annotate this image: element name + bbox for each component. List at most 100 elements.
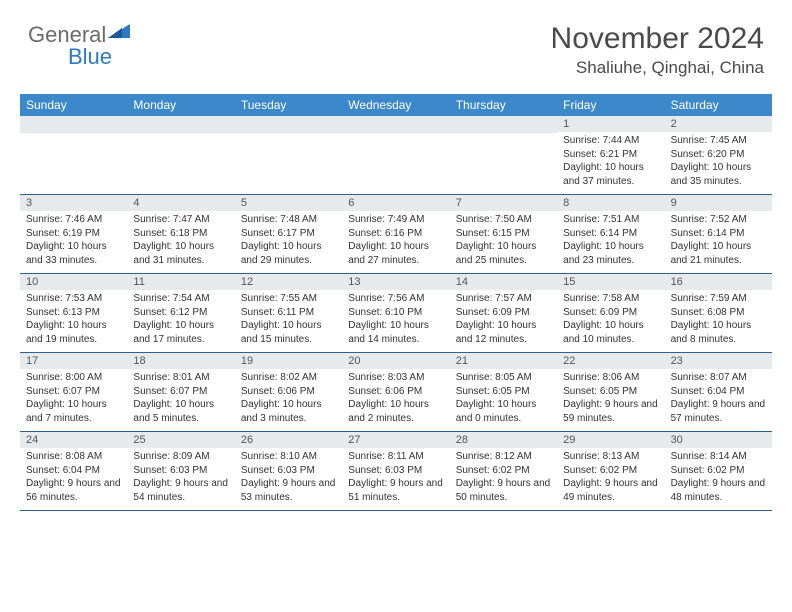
day-content-line: Daylight: 9 hours and 54 minutes.	[133, 477, 228, 504]
day-number: 4	[127, 195, 234, 211]
day-content-line: Sunset: 6:02 PM	[671, 464, 766, 478]
day-content-line: Sunrise: 8:10 AM	[241, 450, 336, 464]
day-content-line: Sunset: 6:09 PM	[456, 306, 551, 320]
day-content-line: Sunset: 6:21 PM	[563, 148, 658, 162]
day-content-line: Sunset: 6:14 PM	[563, 227, 658, 241]
day-number: 19	[235, 353, 342, 369]
day-content-line: Sunrise: 8:03 AM	[348, 371, 443, 385]
day-content-line: Sunset: 6:15 PM	[456, 227, 551, 241]
day-content: Sunrise: 7:47 AMSunset: 6:18 PMDaylight:…	[127, 211, 234, 271]
day-content-line: Sunset: 6:12 PM	[133, 306, 228, 320]
title-block: November 2024 Shaliuhe, Qinghai, China	[551, 22, 764, 78]
day-content-line: Daylight: 10 hours and 5 minutes.	[133, 398, 228, 425]
day-content-line: Sunrise: 8:12 AM	[456, 450, 551, 464]
day-content-line: Sunset: 6:04 PM	[26, 464, 121, 478]
day-content: Sunrise: 8:10 AMSunset: 6:03 PMDaylight:…	[235, 448, 342, 508]
day-number: 15	[557, 274, 664, 290]
day-content-line: Sunrise: 8:09 AM	[133, 450, 228, 464]
day-content-line: Sunset: 6:02 PM	[563, 464, 658, 478]
day-header: Friday	[557, 94, 664, 116]
day-cell: 15Sunrise: 7:58 AMSunset: 6:09 PMDayligh…	[557, 274, 664, 352]
week-row: 3Sunrise: 7:46 AMSunset: 6:19 PMDaylight…	[20, 195, 772, 274]
day-number: 26	[235, 432, 342, 448]
day-content: Sunrise: 8:01 AMSunset: 6:07 PMDaylight:…	[127, 369, 234, 429]
week-row: 24Sunrise: 8:08 AMSunset: 6:04 PMDayligh…	[20, 432, 772, 511]
day-number: 17	[20, 353, 127, 369]
day-content-line: Sunrise: 7:57 AM	[456, 292, 551, 306]
day-content: Sunrise: 8:09 AMSunset: 6:03 PMDaylight:…	[127, 448, 234, 508]
day-content-line: Sunset: 6:20 PM	[671, 148, 766, 162]
day-content-line: Sunset: 6:06 PM	[348, 385, 443, 399]
day-number-blank	[20, 116, 127, 133]
day-number: 18	[127, 353, 234, 369]
day-content-line: Daylight: 9 hours and 56 minutes.	[26, 477, 121, 504]
day-content: Sunrise: 7:50 AMSunset: 6:15 PMDaylight:…	[450, 211, 557, 271]
day-content-line: Sunset: 6:08 PM	[671, 306, 766, 320]
day-header-row: SundayMondayTuesdayWednesdayThursdayFrid…	[20, 94, 772, 116]
day-cell: 14Sunrise: 7:57 AMSunset: 6:09 PMDayligh…	[450, 274, 557, 352]
day-cell	[342, 116, 449, 194]
day-content: Sunrise: 8:03 AMSunset: 6:06 PMDaylight:…	[342, 369, 449, 429]
day-content: Sunrise: 7:51 AMSunset: 6:14 PMDaylight:…	[557, 211, 664, 271]
day-content: Sunrise: 7:56 AMSunset: 6:10 PMDaylight:…	[342, 290, 449, 350]
day-header: Sunday	[20, 94, 127, 116]
day-content-line: Daylight: 10 hours and 29 minutes.	[241, 240, 336, 267]
day-cell: 20Sunrise: 8:03 AMSunset: 6:06 PMDayligh…	[342, 353, 449, 431]
day-number: 23	[665, 353, 772, 369]
day-content-line: Daylight: 10 hours and 31 minutes.	[133, 240, 228, 267]
day-content-line: Daylight: 10 hours and 8 minutes.	[671, 319, 766, 346]
day-content-line: Sunset: 6:03 PM	[241, 464, 336, 478]
day-header: Thursday	[450, 94, 557, 116]
day-cell: 26Sunrise: 8:10 AMSunset: 6:03 PMDayligh…	[235, 432, 342, 510]
day-number-blank	[127, 116, 234, 133]
day-content: Sunrise: 7:53 AMSunset: 6:13 PMDaylight:…	[20, 290, 127, 350]
day-content-line: Sunset: 6:10 PM	[348, 306, 443, 320]
day-content-line: Sunrise: 8:05 AM	[456, 371, 551, 385]
day-content-line: Daylight: 10 hours and 0 minutes.	[456, 398, 551, 425]
day-content-line: Daylight: 10 hours and 15 minutes.	[241, 319, 336, 346]
day-cell	[20, 116, 127, 194]
day-content: Sunrise: 7:46 AMSunset: 6:19 PMDaylight:…	[20, 211, 127, 271]
day-cell: 23Sunrise: 8:07 AMSunset: 6:04 PMDayligh…	[665, 353, 772, 431]
day-content-line: Sunrise: 7:47 AM	[133, 213, 228, 227]
day-content: Sunrise: 8:07 AMSunset: 6:04 PMDaylight:…	[665, 369, 772, 429]
day-cell: 6Sunrise: 7:49 AMSunset: 6:16 PMDaylight…	[342, 195, 449, 273]
day-content-line: Sunset: 6:05 PM	[563, 385, 658, 399]
day-content: Sunrise: 7:57 AMSunset: 6:09 PMDaylight:…	[450, 290, 557, 350]
day-content-line: Sunset: 6:13 PM	[26, 306, 121, 320]
day-cell: 10Sunrise: 7:53 AMSunset: 6:13 PMDayligh…	[20, 274, 127, 352]
logo-triangle-icon	[108, 22, 130, 43]
day-number: 16	[665, 274, 772, 290]
day-number: 6	[342, 195, 449, 211]
week-row: 17Sunrise: 8:00 AMSunset: 6:07 PMDayligh…	[20, 353, 772, 432]
day-content-line: Sunset: 6:07 PM	[26, 385, 121, 399]
day-cell: 22Sunrise: 8:06 AMSunset: 6:05 PMDayligh…	[557, 353, 664, 431]
day-content: Sunrise: 7:59 AMSunset: 6:08 PMDaylight:…	[665, 290, 772, 350]
day-content-line: Daylight: 10 hours and 12 minutes.	[456, 319, 551, 346]
day-content-line: Daylight: 9 hours and 48 minutes.	[671, 477, 766, 504]
location: Shaliuhe, Qinghai, China	[551, 58, 764, 78]
day-cell: 5Sunrise: 7:48 AMSunset: 6:17 PMDaylight…	[235, 195, 342, 273]
day-cell: 13Sunrise: 7:56 AMSunset: 6:10 PMDayligh…	[342, 274, 449, 352]
day-content-line: Sunset: 6:14 PM	[671, 227, 766, 241]
day-content: Sunrise: 7:54 AMSunset: 6:12 PMDaylight:…	[127, 290, 234, 350]
day-number: 25	[127, 432, 234, 448]
day-content-line: Sunrise: 7:54 AM	[133, 292, 228, 306]
day-content: Sunrise: 8:00 AMSunset: 6:07 PMDaylight:…	[20, 369, 127, 429]
day-cell	[450, 116, 557, 194]
day-content-line: Sunrise: 8:11 AM	[348, 450, 443, 464]
day-content-line: Sunrise: 7:56 AM	[348, 292, 443, 306]
day-number-blank	[342, 116, 449, 133]
week-row: 10Sunrise: 7:53 AMSunset: 6:13 PMDayligh…	[20, 274, 772, 353]
day-content: Sunrise: 8:13 AMSunset: 6:02 PMDaylight:…	[557, 448, 664, 508]
day-number: 13	[342, 274, 449, 290]
day-number-blank	[235, 116, 342, 133]
day-content-line: Daylight: 9 hours and 49 minutes.	[563, 477, 658, 504]
day-content-line: Sunset: 6:06 PM	[241, 385, 336, 399]
day-number: 1	[557, 116, 664, 132]
day-content: Sunrise: 8:08 AMSunset: 6:04 PMDaylight:…	[20, 448, 127, 508]
day-content-line: Sunrise: 8:00 AM	[26, 371, 121, 385]
day-content-line: Sunset: 6:04 PM	[671, 385, 766, 399]
calendar: SundayMondayTuesdayWednesdayThursdayFrid…	[20, 94, 772, 511]
day-content-line: Daylight: 9 hours and 57 minutes.	[671, 398, 766, 425]
